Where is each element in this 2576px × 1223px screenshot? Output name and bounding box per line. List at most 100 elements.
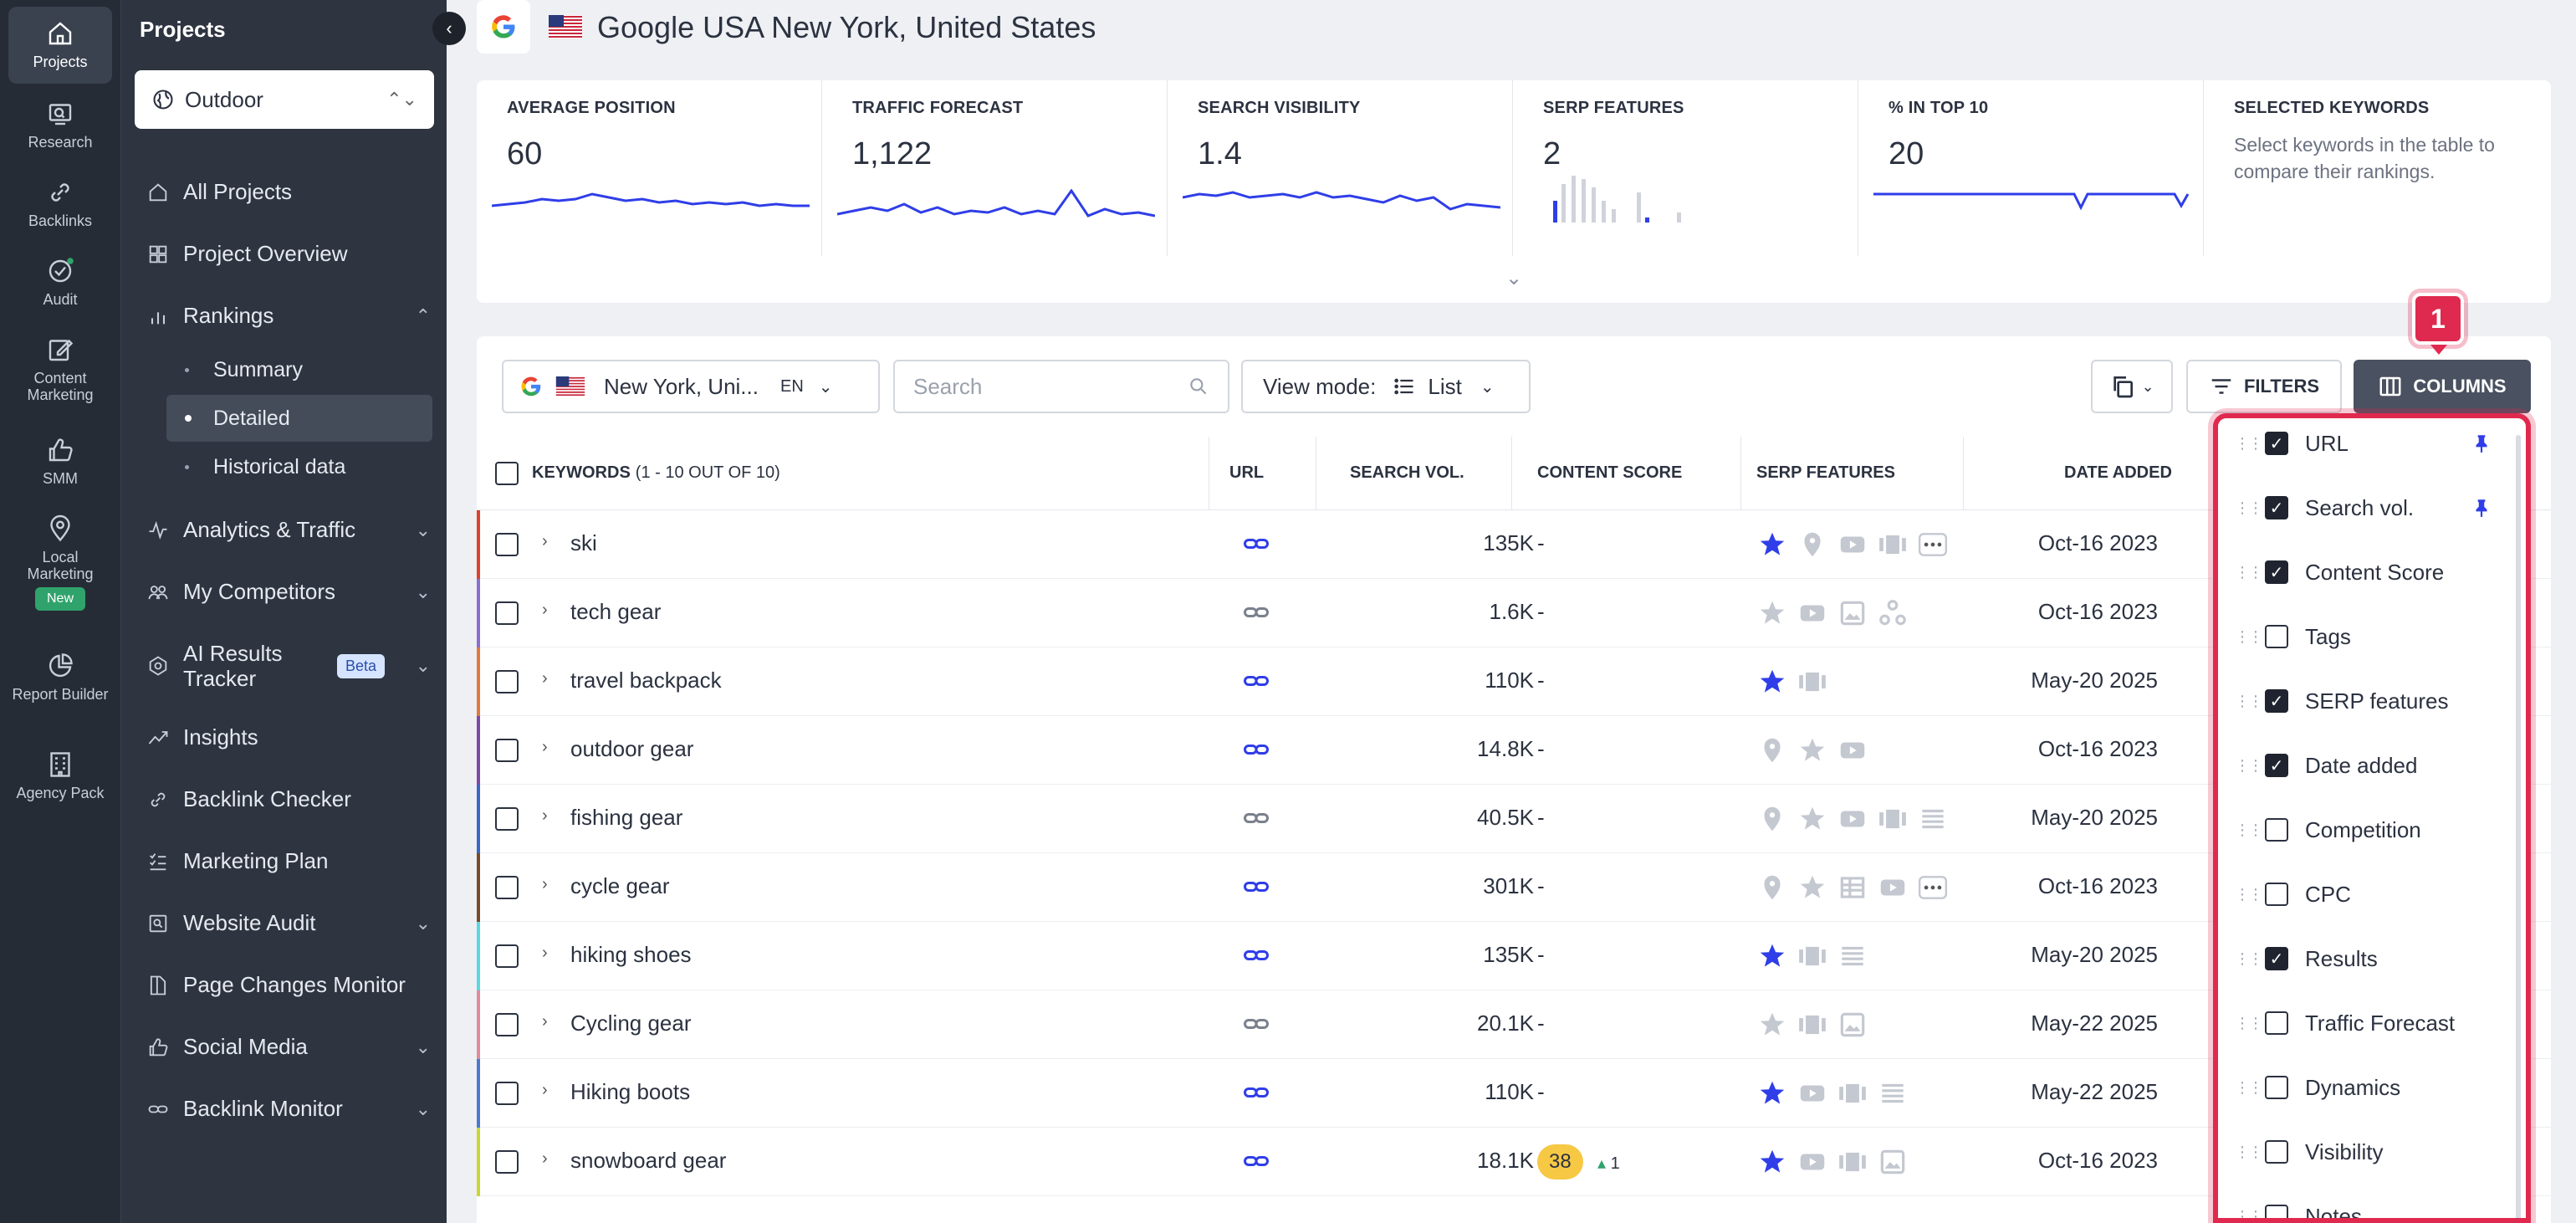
drag-handle-icon[interactable]: ⋮⋮: [2235, 499, 2263, 516]
column-checkbox[interactable]: [2265, 1011, 2288, 1035]
nav-backlink-monitor[interactable]: Backlink Monitor ⌄: [146, 1096, 431, 1122]
drag-handle-icon[interactable]: ⋮⋮: [2235, 821, 2263, 838]
rail-item-projects[interactable]: Projects: [8, 7, 112, 84]
column-option-notes[interactable]: ⋮⋮ Notes: [2218, 1191, 2519, 1218]
column-option-cpc[interactable]: ⋮⋮ CPC: [2218, 869, 2519, 919]
column-option-url[interactable]: ⋮⋮ ✓ URL: [2218, 418, 2519, 468]
column-option-search-vol[interactable]: ⋮⋮ ✓ Search vol.: [2218, 483, 2519, 533]
row-checkbox[interactable]: [495, 807, 519, 831]
expand-row-icon[interactable]: ›: [542, 601, 548, 619]
filters-button[interactable]: FILTERS: [2186, 360, 2342, 413]
table-row[interactable]: › Cycling gear 20.1K - May-22 2025: [477, 990, 2551, 1059]
expand-row-icon[interactable]: ›: [542, 738, 548, 756]
column-option-results[interactable]: ⋮⋮ ✓ Results: [2218, 934, 2519, 984]
column-option-content-score[interactable]: ⋮⋮ ✓ Content Score: [2218, 547, 2519, 597]
column-checkbox[interactable]: ✓: [2265, 496, 2288, 519]
url-link-icon[interactable]: [1241, 1077, 1271, 1108]
rail-item-smm[interactable]: SMM: [8, 435, 112, 487]
nav-social-media[interactable]: Social Media ⌄: [146, 1034, 431, 1060]
metric-search-visibility[interactable]: SEARCH VISIBILITY 1.4: [1168, 80, 1513, 256]
url-link-icon[interactable]: [1241, 872, 1271, 902]
th-url[interactable]: URL: [1209, 437, 1316, 510]
nav-all-projects[interactable]: All Projects: [146, 179, 431, 205]
keyword[interactable]: fishing gear: [570, 805, 683, 830]
keyword[interactable]: cycle gear: [570, 873, 670, 898]
table-row[interactable]: › travel backpack 110K - May-20 2025: [477, 647, 2551, 716]
url-link-icon[interactable]: [1241, 597, 1271, 627]
subnav-detailed[interactable]: Detailed: [166, 395, 432, 442]
url-link-icon[interactable]: [1241, 529, 1271, 559]
nav-website-audit[interactable]: Website Audit ⌄: [146, 910, 431, 936]
table-row[interactable]: › cycle gear 301K - Oct-16 2023: [477, 853, 2551, 922]
subnav-historical-data[interactable]: Historical data: [166, 443, 432, 490]
table-row[interactable]: › hiking shoes 135K - May-20 2025: [477, 922, 2551, 990]
expand-metrics-chevron-icon[interactable]: ⌄: [1505, 267, 1523, 289]
keyword[interactable]: hiking shoes: [570, 942, 692, 967]
table-row[interactable]: › fishing gear 40.5K - May-20 2025: [477, 785, 2551, 853]
pin-icon[interactable]: [2471, 497, 2492, 519]
keyword[interactable]: travel backpack: [570, 668, 722, 693]
keyword[interactable]: Hiking boots: [570, 1079, 691, 1104]
drag-handle-icon[interactable]: ⋮⋮: [2235, 627, 2263, 645]
column-checkbox[interactable]: [2265, 625, 2288, 648]
table-row[interactable]: › snowboard gear 18.1K 38 ▴ 1 Oct-16 202…: [477, 1128, 2551, 1196]
nav-ai-results-tracker[interactable]: AI Results Tracker Beta ⌄: [146, 641, 431, 691]
metric-serp-features[interactable]: SERP FEATURES 2: [1513, 80, 1858, 256]
column-checkbox[interactable]: [2265, 1140, 2288, 1164]
copy-menu-button[interactable]: ⌄: [2091, 360, 2173, 413]
select-all-checkbox[interactable]: [495, 461, 519, 485]
nav-marketing-plan[interactable]: Marketing Plan: [146, 848, 431, 874]
url-link-icon[interactable]: [1241, 940, 1271, 970]
row-checkbox[interactable]: [495, 1150, 519, 1174]
nav-project-overview[interactable]: Project Overview: [146, 241, 431, 267]
row-checkbox[interactable]: [495, 1082, 519, 1105]
more-icon[interactable]: [1917, 872, 1949, 903]
metric-average-position[interactable]: AVERAGE POSITION 60: [477, 80, 822, 256]
keyword[interactable]: outdoor gear: [570, 736, 694, 761]
url-link-icon[interactable]: [1241, 803, 1271, 833]
subnav-summary[interactable]: Summary: [166, 346, 432, 393]
table-row[interactable]: › outdoor gear 14.8K - Oct-16 2023: [477, 716, 2551, 785]
view-mode-selector[interactable]: View mode: List ⌄: [1241, 360, 1531, 413]
drag-handle-icon[interactable]: ⋮⋮: [2235, 1078, 2263, 1096]
th-keywords[interactable]: KEYWORDS (1 - 10 OUT OF 10): [477, 437, 1209, 510]
rail-item-report-builder[interactable]: Report Builder: [8, 651, 112, 703]
th-content-score[interactable]: CONTENT SCORE: [1512, 437, 1741, 510]
row-checkbox[interactable]: [495, 739, 519, 762]
expand-row-icon[interactable]: ›: [542, 944, 548, 962]
table-row[interactable]: › ski 135K - Oct-16 2023: [477, 510, 2551, 579]
more-icon[interactable]: [1917, 529, 1949, 560]
column-option-serp-features[interactable]: ⋮⋮ ✓ SERP features: [2218, 676, 2519, 726]
panel-scrollbar[interactable]: [2516, 435, 2521, 1218]
column-option-traffic-forecast[interactable]: ⋮⋮ Traffic Forecast: [2218, 998, 2519, 1048]
nav-analytics-traffic[interactable]: Analytics & Traffic ⌄: [146, 517, 431, 543]
expand-row-icon[interactable]: ›: [542, 875, 548, 893]
expand-row-icon[interactable]: ›: [542, 669, 548, 688]
keyword[interactable]: Cycling gear: [570, 1011, 692, 1036]
nav-page-changes-monitor[interactable]: Page Changes Monitor: [146, 972, 431, 998]
column-option-dynamics[interactable]: ⋮⋮ Dynamics: [2218, 1062, 2519, 1113]
th-serp-features[interactable]: SERP FEATURES: [1741, 437, 1964, 510]
column-checkbox[interactable]: ✓: [2265, 689, 2288, 713]
expand-row-icon[interactable]: ›: [542, 806, 548, 825]
content-score-badge[interactable]: 38: [1537, 1144, 1583, 1180]
nav-my-competitors[interactable]: My Competitors ⌄: [146, 579, 431, 605]
table-row[interactable]: › Hiking boots 110K - May-22 2025: [477, 1059, 2551, 1128]
rail-item-local-marketing[interactable]: Local Marketing New: [8, 514, 112, 611]
location-selector[interactable]: New York, Uni... EN ⌄: [502, 360, 880, 413]
rail-item-content-marketing[interactable]: Content Marketing: [8, 335, 112, 403]
column-checkbox[interactable]: [2265, 883, 2288, 906]
row-checkbox[interactable]: [495, 944, 519, 968]
row-checkbox[interactable]: [495, 670, 519, 693]
rail-item-audit[interactable]: Audit: [8, 256, 112, 308]
search-input[interactable]: Search: [893, 360, 1229, 413]
columns-button[interactable]: COLUMNS: [2354, 360, 2531, 413]
nav-backlink-checker[interactable]: Backlink Checker: [146, 786, 431, 812]
url-link-icon[interactable]: [1241, 666, 1271, 696]
column-checkbox[interactable]: [2265, 1076, 2288, 1099]
expand-row-icon[interactable]: ›: [542, 1081, 548, 1099]
url-link-icon[interactable]: [1241, 1009, 1271, 1039]
expand-row-icon[interactable]: ›: [542, 1149, 548, 1168]
drag-handle-icon[interactable]: ⋮⋮: [2235, 949, 2263, 967]
url-link-icon[interactable]: [1241, 1146, 1271, 1176]
